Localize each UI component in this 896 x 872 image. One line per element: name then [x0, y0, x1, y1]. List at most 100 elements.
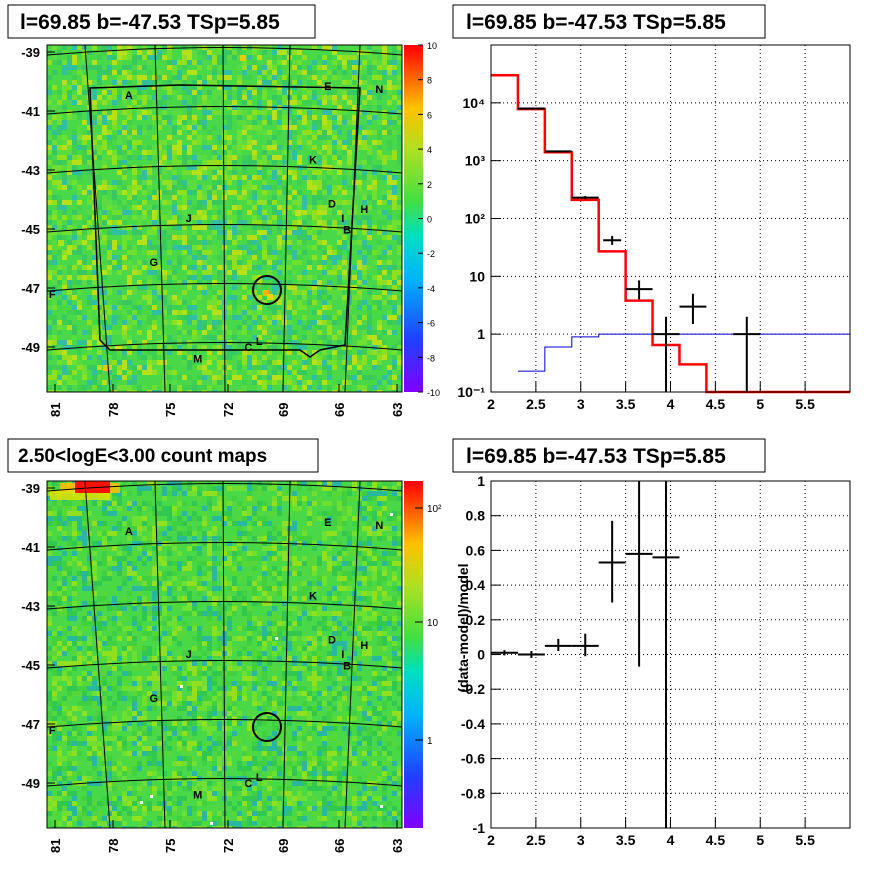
tl-map-pixel: [97, 200, 102, 205]
tl-map-pixel: [72, 295, 77, 300]
bl-map-pixel: [322, 556, 327, 561]
tl-map-pixel: [312, 170, 317, 175]
tl-map-pixel: [367, 90, 372, 95]
tl-map-pixel: [197, 195, 202, 200]
bl-map-pixel: [182, 651, 187, 656]
tl-map-pixel: [122, 260, 127, 265]
bl-map-pixel: [92, 516, 97, 521]
tl-map-pixel: [217, 80, 222, 85]
tl-map-pixel: [102, 240, 107, 245]
tl-map-pixel: [112, 205, 117, 210]
bl-map-pixel: [362, 506, 367, 511]
tl-map-pixel: [322, 180, 327, 185]
bl-map-pixel: [102, 591, 107, 596]
tl-map-pixel: [147, 350, 152, 355]
tl-map-pixel: [197, 220, 202, 225]
tl-map-pixel: [62, 300, 67, 305]
tl-map-pixel: [317, 310, 322, 315]
bl-map-pixel: [167, 586, 172, 591]
tl-map-pixel: [262, 230, 267, 235]
tl-map-pixel: [357, 340, 362, 345]
tl-map-pixel: [47, 230, 52, 235]
tl-map-pixel: [352, 210, 357, 215]
tl-map-pixel: [257, 350, 262, 355]
tl-map-pixel: [102, 385, 107, 390]
tl-map-pixel: [182, 200, 187, 205]
tl-map-pixel: [57, 195, 62, 200]
tl-map-pixel: [167, 60, 172, 65]
bl-map-pixel: [257, 651, 262, 656]
tl-map-pixel: [362, 305, 367, 310]
tl-map-pixel: [167, 185, 172, 190]
bl-map-pixel: [192, 636, 197, 641]
bl-map-pixel: [247, 636, 252, 641]
tl-map-pixel: [187, 200, 192, 205]
tl-map-pixel: [337, 240, 342, 245]
bl-map-pixel: [267, 636, 272, 641]
bl-map-pixel: [72, 551, 77, 556]
tl-map-pixel: [322, 195, 327, 200]
tl-map-pixel: [392, 70, 397, 75]
tl-map-pixel: [357, 125, 362, 130]
tl-map-pixel: [337, 285, 342, 290]
tl-map-pixel: [392, 370, 397, 375]
tl-map-pixel: [47, 120, 52, 125]
bl-map-pixel: [302, 606, 307, 611]
tl-map-pixel: [207, 220, 212, 225]
tl-map-pixel: [382, 265, 387, 270]
tl-map-pixel: [52, 60, 57, 65]
tl-map-pixel: [162, 155, 167, 160]
tl-map-pixel: [267, 185, 272, 190]
tl-map-pixel: [102, 235, 107, 240]
tl-map-pixel: [142, 75, 147, 80]
tl-map-pixel: [287, 110, 292, 115]
bl-map-pixel: [132, 536, 137, 541]
tl-map-pixel: [327, 205, 332, 210]
tl-map-pixel: [122, 310, 127, 315]
bl-map-pixel: [147, 486, 152, 491]
bl-map-pixel: [197, 486, 202, 491]
tl-map-pixel: [217, 170, 222, 175]
bl-map-pixel: [237, 521, 242, 526]
tl-map-pixel: [167, 295, 172, 300]
tl-map-pixel: [357, 80, 362, 85]
tl-map-pixel: [357, 385, 362, 390]
bl-map-pixel: [322, 501, 327, 506]
tl-map-pixel: [207, 145, 212, 150]
tl-map-pixel: [252, 285, 257, 290]
bl-map-pixel: [392, 641, 397, 646]
tl-map-pixel: [377, 60, 382, 65]
bl-map-pixel: [182, 521, 187, 526]
tl-map-pixel: [397, 45, 402, 50]
bl-map-pixel: [277, 496, 282, 501]
tl-roi-outline: [89, 84, 361, 358]
tl-map-pixel: [277, 230, 282, 235]
tl-map-pixel: [317, 290, 322, 295]
tl-map-pixel: [252, 250, 257, 255]
bl-map-pixel: [177, 636, 182, 641]
tl-map-pixel: [397, 390, 402, 392]
tl-map-pixel: [132, 340, 137, 345]
tl-map-pixel: [122, 350, 127, 355]
bl-map-pixel: [107, 536, 112, 541]
bl-map-pixel: [372, 561, 377, 566]
bl-map-pixel: [377, 536, 382, 541]
tl-map-pixel: [192, 360, 197, 365]
tl-map-pixel: [102, 340, 107, 345]
bl-map-pixel: [337, 541, 342, 546]
tl-map-pixel: [92, 220, 97, 225]
tl-map-pixel: [372, 60, 377, 65]
bl-map-pixel: [362, 646, 367, 651]
tl-map-pixel: [182, 375, 187, 380]
tl-map-pixel: [347, 220, 352, 225]
tl-map-pixel: [267, 320, 272, 325]
tl-map-pixel: [267, 350, 272, 355]
bl-map-pixel: [327, 531, 332, 536]
tl-map-pixel: [102, 335, 107, 340]
tl-map-pixel: [322, 365, 327, 370]
tl-map-pixel: [142, 285, 147, 290]
tl-map-pixel: [322, 185, 327, 190]
bl-map-pixel: [72, 651, 77, 656]
tl-map-pixel: [397, 195, 402, 200]
tl-map-pixel: [237, 350, 242, 355]
